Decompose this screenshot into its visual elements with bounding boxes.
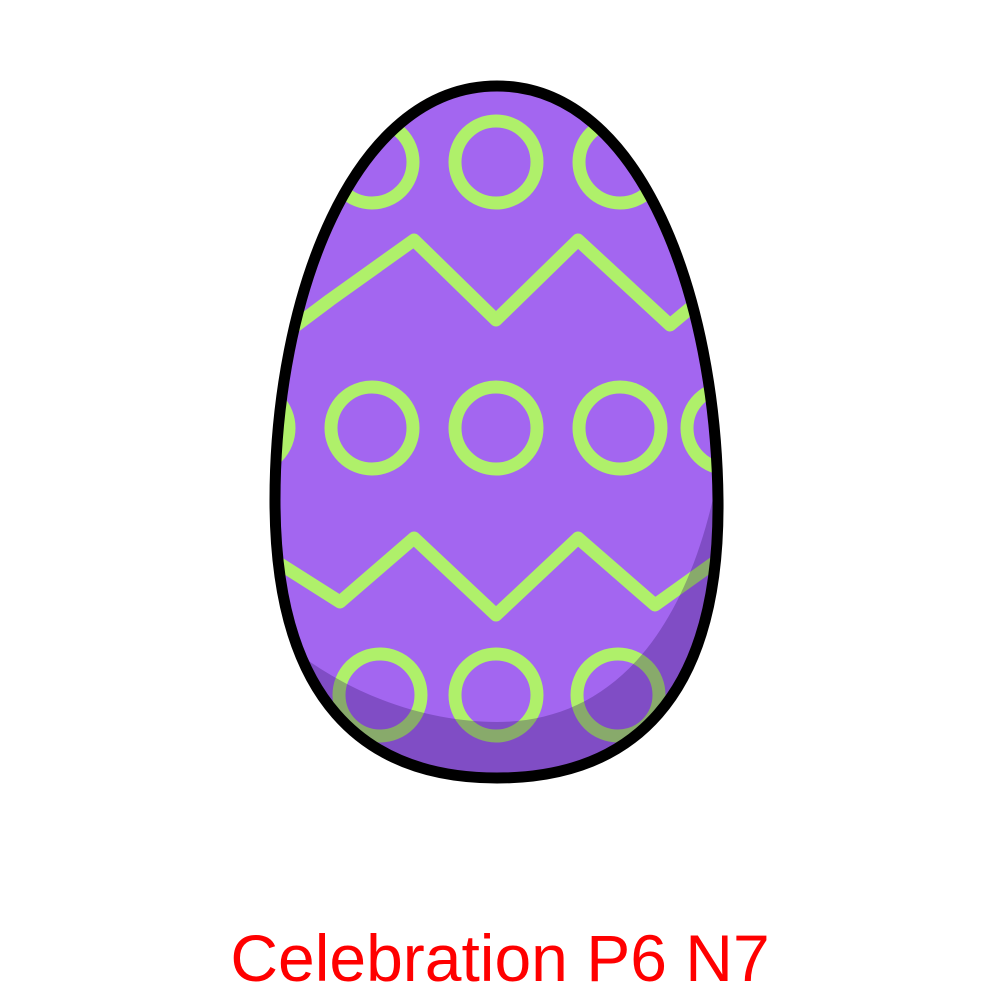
pattern-circle bbox=[448, 114, 544, 210]
pattern-circle bbox=[680, 380, 719, 476]
pattern-circle bbox=[332, 647, 428, 743]
pattern-circle bbox=[448, 380, 544, 476]
pattern-circle bbox=[570, 647, 666, 743]
pattern-circle bbox=[275, 380, 296, 476]
pattern-zigzag bbox=[275, 233, 719, 367]
egg-outline bbox=[269, 80, 724, 784]
pattern-circle bbox=[448, 647, 544, 743]
pattern-zigzag bbox=[275, 523, 719, 622]
pattern-circle bbox=[324, 380, 420, 476]
pattern-circle bbox=[572, 380, 668, 476]
caption-text: Celebration P6 N7 bbox=[230, 921, 770, 995]
